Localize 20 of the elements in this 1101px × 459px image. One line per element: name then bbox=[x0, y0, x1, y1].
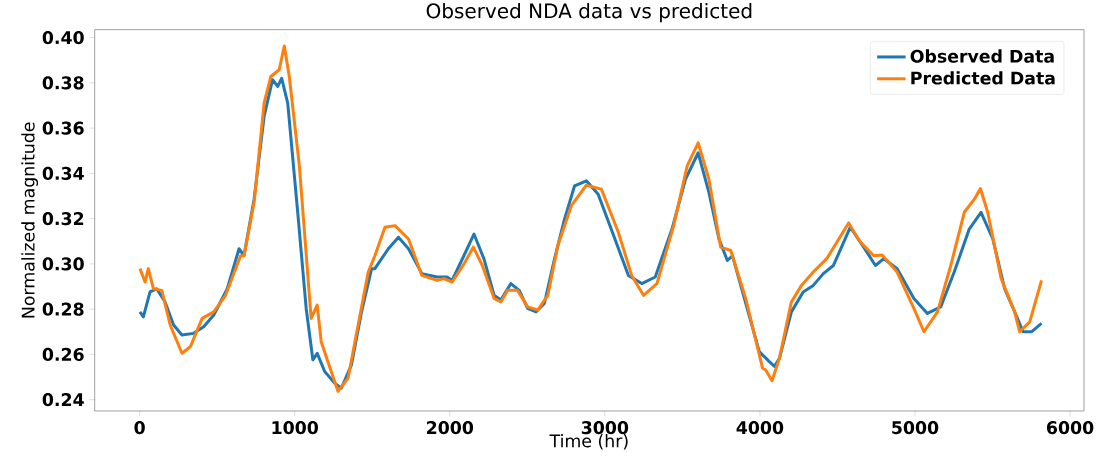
legend-label: Observed Data bbox=[910, 49, 1054, 63]
y-tick-label: 0.36 bbox=[42, 121, 84, 135]
chart-title: Observed NDA data vs predicted bbox=[426, 2, 752, 23]
legend-label: Predicted Data bbox=[911, 71, 1055, 85]
y-tick-label: 0.24 bbox=[42, 393, 84, 407]
y-tick-label: 0.38 bbox=[42, 76, 84, 90]
x-tick-label: 2000 bbox=[427, 421, 474, 435]
x-tick-label: 6000 bbox=[1046, 421, 1094, 435]
y-tick-label: 0.34 bbox=[42, 166, 84, 180]
y-tick-label: 0.26 bbox=[42, 347, 84, 361]
x-tick-label: 4000 bbox=[736, 421, 784, 435]
x-tick-label: 5000 bbox=[892, 421, 939, 435]
x-tick-label: 3000 bbox=[581, 421, 629, 435]
y-tick-label: 0.32 bbox=[42, 212, 84, 226]
x-tick-label: 0 bbox=[134, 421, 145, 435]
y-tick-label: 0.40 bbox=[42, 31, 84, 45]
y-tick-label: 0.28 bbox=[42, 302, 84, 316]
y-axis-title: Normalized magnitude bbox=[21, 122, 39, 318]
y-tick-label: 0.30 bbox=[42, 257, 84, 271]
x-tick-label: 1000 bbox=[272, 421, 319, 435]
